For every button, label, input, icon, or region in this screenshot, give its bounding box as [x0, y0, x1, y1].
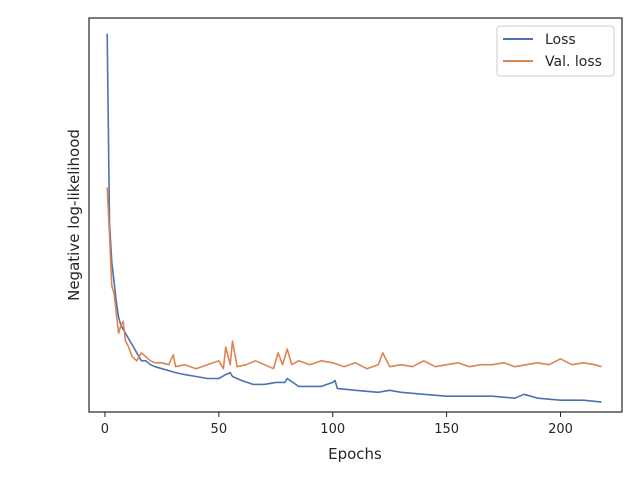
legend: Loss Val. loss	[496, 25, 615, 77]
legend-label-loss: Loss	[545, 32, 576, 48]
legend-label-val-loss: Val. loss	[545, 54, 602, 70]
series-layer	[106, 33, 602, 403]
x-axis-label: Epochs	[328, 445, 382, 463]
x-tick-label: 100	[320, 422, 345, 437]
x-axis: 0 50 100 150 200	[101, 412, 573, 437]
plot-frame	[88, 17, 623, 413]
series-line-loss	[106, 33, 602, 403]
x-tick-label: 200	[548, 422, 573, 437]
y-axis-label: Negative log-likelihood	[65, 129, 83, 301]
x-tick-label: 50	[211, 422, 228, 437]
series-line-val-loss	[106, 187, 602, 370]
x-tick-label: 150	[434, 422, 459, 437]
x-tick-label: 0	[101, 422, 109, 437]
